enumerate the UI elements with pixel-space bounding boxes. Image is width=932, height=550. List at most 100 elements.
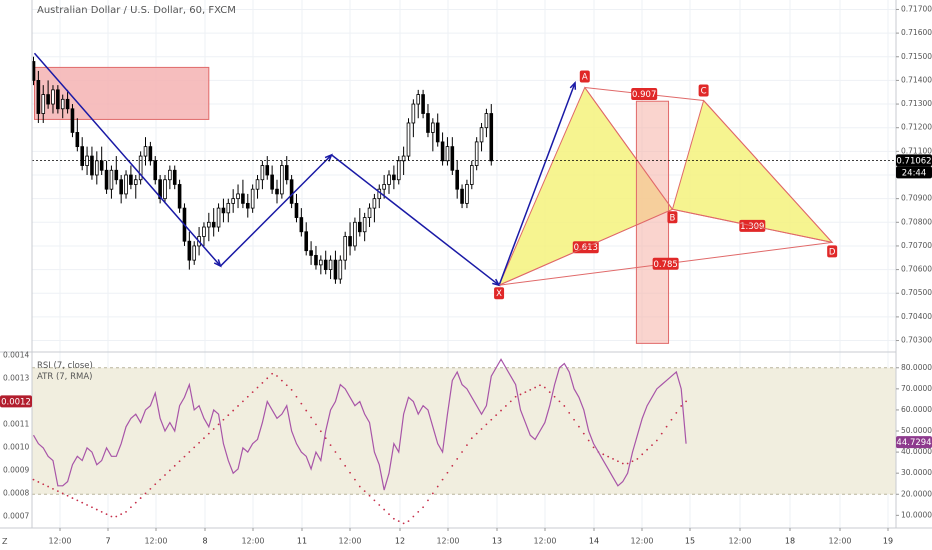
price-tick-label: 0.70600 xyxy=(901,265,932,274)
atr-point xyxy=(164,474,166,476)
candle-down xyxy=(221,207,226,214)
zigzag-leg xyxy=(33,52,222,267)
atr-point xyxy=(139,497,142,499)
atr-point xyxy=(193,446,196,449)
atr-point xyxy=(188,451,191,453)
candle-up xyxy=(416,94,421,105)
atr-point xyxy=(563,405,566,407)
atr-point xyxy=(203,437,205,440)
atr-point xyxy=(680,405,683,407)
candle-down xyxy=(304,231,309,252)
time-tick-label: 12:00 xyxy=(728,537,751,546)
atr-point xyxy=(339,458,342,460)
atr-point xyxy=(173,464,176,467)
candle-up xyxy=(396,160,401,181)
atr-point xyxy=(178,460,181,463)
candle-up xyxy=(260,165,265,181)
price-tick-label: 0.71300 xyxy=(901,99,932,108)
atr-last-value-bg xyxy=(0,395,32,408)
pattern-point-b-bg xyxy=(667,211,678,224)
atr-legend-label[interactable]: ATR (7, RMA) xyxy=(37,372,93,382)
atr-point xyxy=(271,372,274,375)
atr-point xyxy=(651,444,653,447)
time-tick-label: 18 xyxy=(785,537,795,546)
atr-point xyxy=(519,393,522,396)
atr-point xyxy=(621,462,624,465)
rsi-legend-label[interactable]: RSI (7, close) xyxy=(37,361,93,371)
atr-point xyxy=(412,515,415,518)
time-tick-label: 12:00 xyxy=(436,537,459,546)
atr-point xyxy=(149,487,152,490)
atr-point xyxy=(81,501,84,504)
atr-point xyxy=(305,409,308,412)
atr-point xyxy=(480,428,483,430)
pattern-point-c-bg xyxy=(698,84,709,97)
atr-point xyxy=(334,451,337,453)
rsi-tick-label: 50.0000 xyxy=(901,426,932,435)
rsi-tick-label: 70.0000 xyxy=(901,384,932,393)
candle-down xyxy=(450,146,455,171)
atr-point xyxy=(183,455,186,458)
price-tick-label: 0.70400 xyxy=(901,312,932,321)
price-tick-label: 0.70800 xyxy=(901,217,932,226)
candle-up xyxy=(216,207,221,228)
candle-down xyxy=(299,217,304,233)
atr-point xyxy=(548,391,551,394)
atr-point xyxy=(300,402,303,405)
candle-down xyxy=(99,160,104,171)
candle-up xyxy=(143,146,148,157)
time-tick-label: 7 xyxy=(105,537,110,546)
candle-up xyxy=(133,179,138,185)
candle-down xyxy=(323,259,328,270)
atr-point xyxy=(388,513,390,516)
time-tick-label: 15 xyxy=(685,537,695,546)
atr-point xyxy=(232,409,235,412)
candle-down xyxy=(241,193,245,204)
rsi-last-value-bg xyxy=(896,436,932,449)
candle-down xyxy=(294,202,299,218)
ratio-line-xb xyxy=(498,208,673,286)
atr-point xyxy=(392,517,395,520)
atr-point xyxy=(461,451,463,453)
ratio-label-bg xyxy=(631,88,658,101)
atr-point xyxy=(159,478,162,481)
atr-point xyxy=(558,400,561,403)
price-tick-label: 0.71200 xyxy=(901,123,932,132)
candle-up xyxy=(163,179,167,200)
time-tick-label: 12 xyxy=(395,537,405,546)
atr-point xyxy=(368,494,371,497)
candle-down xyxy=(245,202,250,209)
atr-tick-label: 0.0010 xyxy=(3,442,29,451)
atr-point xyxy=(105,513,108,516)
candle-down xyxy=(435,122,440,143)
candle-up xyxy=(431,122,435,133)
candle-up xyxy=(255,179,260,190)
atr-point xyxy=(324,437,327,440)
atr-point xyxy=(358,485,361,488)
atr-point xyxy=(543,386,546,389)
bar-countdown: 24:44 xyxy=(902,168,927,178)
atr-point xyxy=(120,513,123,516)
candle-up xyxy=(60,98,65,110)
candle-down xyxy=(153,160,158,181)
ratio-label: 0.907 xyxy=(632,90,656,100)
last-price-marker-bg xyxy=(896,154,932,167)
zigzag-leg xyxy=(331,154,500,286)
candle-down xyxy=(289,179,294,204)
candle-up xyxy=(328,259,333,270)
atr-point xyxy=(655,439,658,442)
atr-point xyxy=(675,411,678,414)
atr-point xyxy=(32,478,35,481)
candle-up xyxy=(411,103,416,124)
candle-down xyxy=(148,146,153,162)
atr-point xyxy=(100,510,103,513)
atr-point xyxy=(130,506,132,509)
candle-up xyxy=(387,174,391,185)
candle-up xyxy=(202,226,206,237)
ratio-label: 0.613 xyxy=(574,243,598,253)
atr-point xyxy=(285,384,288,387)
atr-point xyxy=(504,405,507,407)
atr-point xyxy=(246,395,249,398)
